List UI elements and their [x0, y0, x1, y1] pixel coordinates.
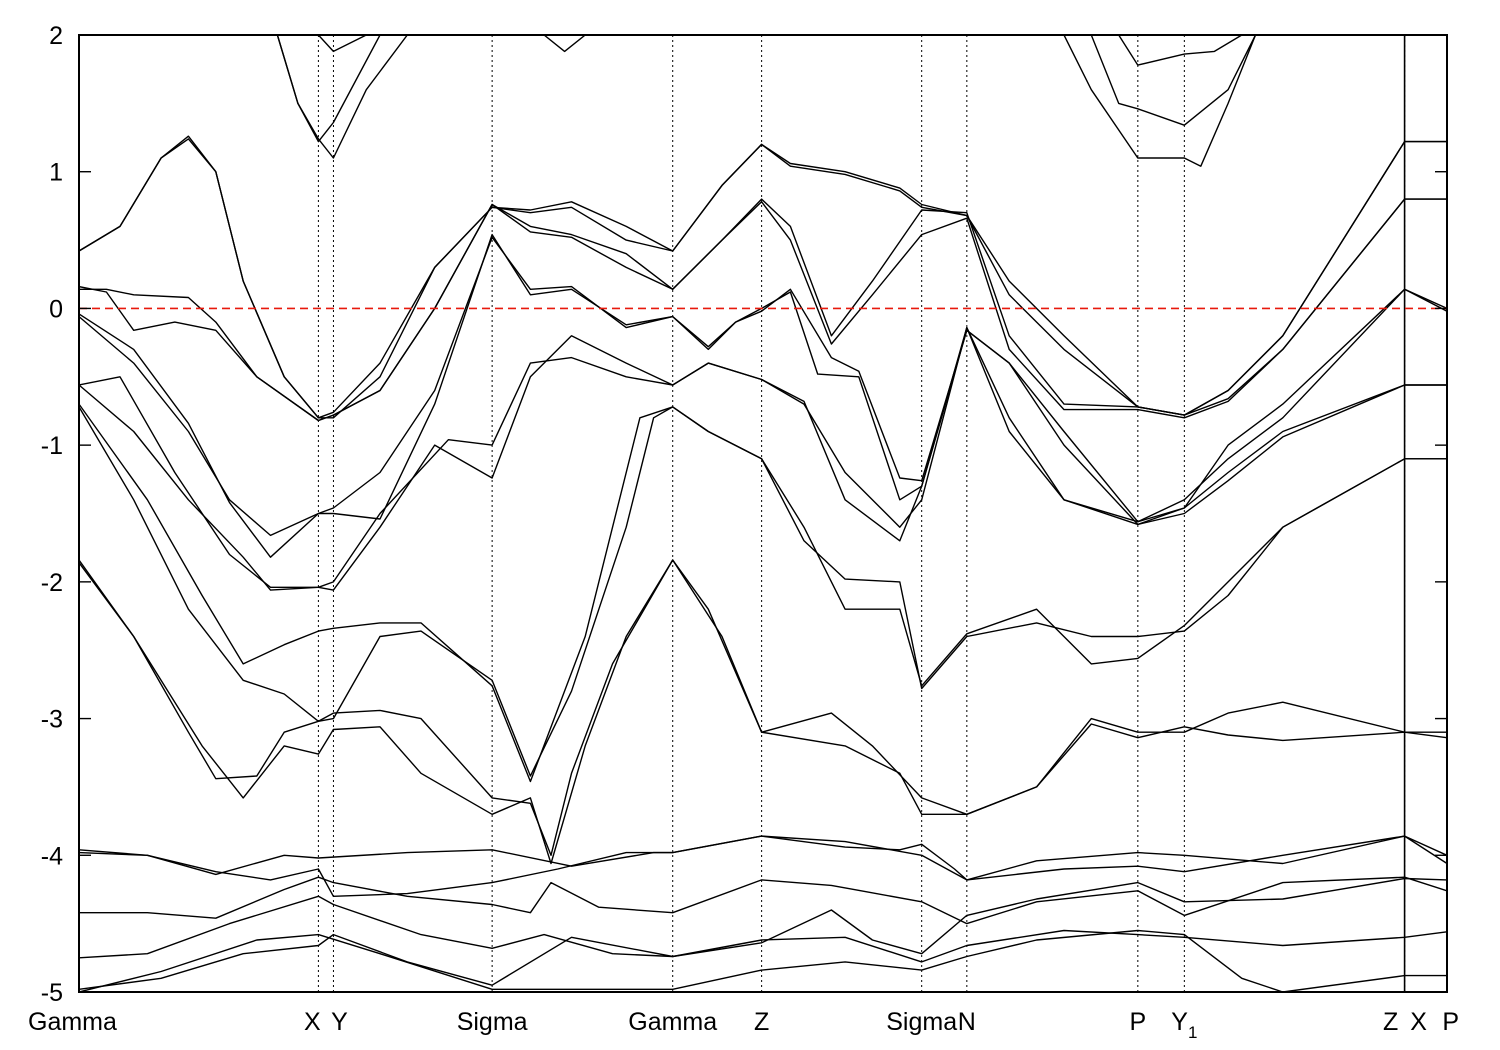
x-tick-label-5: Z [754, 1008, 769, 1036]
x-tick-label-3: Sigma [457, 1008, 528, 1036]
y-axis: 2 1 0 -1 -2 -3 -4 -5 [41, 22, 1447, 1007]
y-tick-label-2: 0 [49, 295, 63, 323]
band-20 [317, 35, 367, 53]
x-tick-subscript-9: 1 [1188, 1023, 1197, 1042]
x-tick-label-8: P [1129, 1008, 1146, 1036]
band-23 [1090, 35, 1257, 126]
band-15 [79, 198, 1447, 422]
y-tick-label-1: 1 [49, 159, 63, 187]
x-axis: Gamma X Y Sigma Gamma Z Sigma N P Y1 Z X P [28, 1008, 1459, 1042]
x-tick-label-10: Z [1383, 1008, 1398, 1036]
band-lines [79, 35, 1447, 992]
y-tick-label-5: -3 [41, 706, 63, 734]
band-1 [79, 929, 1447, 990]
band-9 [79, 403, 1447, 783]
band-3 [79, 876, 1447, 925]
band-5 [79, 835, 1447, 881]
x-tick-label-12: P [1442, 1008, 1459, 1036]
band-0 [79, 929, 1447, 992]
y-tick-label-7: -5 [41, 979, 63, 1007]
y-tick-label-0: 2 [49, 22, 63, 50]
band-19 [276, 35, 408, 159]
band-22 [1063, 35, 1257, 167]
band-2 [79, 877, 1447, 959]
band-24 [1118, 35, 1243, 66]
y-tick-label-3: -1 [41, 432, 63, 460]
y-tick-label-4: -2 [41, 569, 63, 597]
band-6 [79, 559, 1447, 856]
x-tick-label-6: Sigma [886, 1008, 957, 1036]
band-21 [543, 35, 586, 53]
x-tick-label-0: Gamma [28, 1008, 117, 1036]
band-11 [79, 326, 1447, 591]
x-tick-label-2: Y [331, 1008, 348, 1036]
band-7 [79, 559, 1447, 865]
band-17 [79, 138, 1447, 419]
high-symmetry-guides [317, 35, 1406, 992]
x-tick-label-4: Gamma [628, 1008, 717, 1036]
y-tick-label-6: -4 [41, 842, 63, 870]
x-tick-label-1: X [304, 1008, 321, 1036]
x-tick-label-7: N [958, 1008, 976, 1036]
band-13 [79, 233, 1447, 558]
plot-frame [78, 34, 1448, 993]
x-tick-label-11: X [1410, 1008, 1427, 1036]
